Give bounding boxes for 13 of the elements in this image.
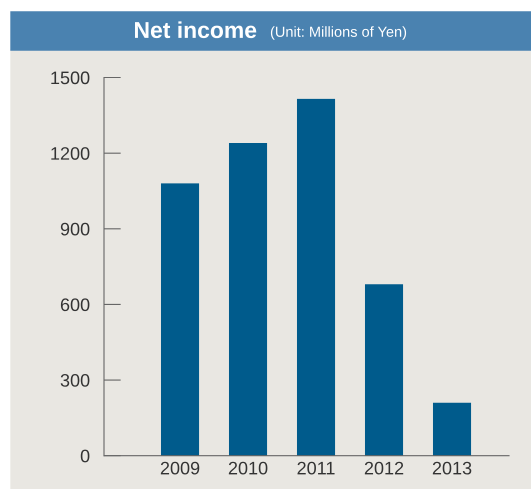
chart-title: Net income [135,21,256,38]
x-tick-label: 2009 [160,462,200,475]
y-tick-label: 300 [60,374,90,387]
y-tick-label: 600 [60,298,90,312]
y-tick-label: 900 [60,222,90,236]
y-tick-label: 0 [80,450,90,462]
chart-subtitle: (Unit: Millions of Yen) [270,26,406,40]
x-tick-label: 2012 [364,462,404,475]
y-tick-label: 1200 [51,147,90,160]
x-tick-label: 2010 [228,462,268,475]
x-tick-label: 2013 [432,462,472,475]
y-tick-label: 1500 [51,71,90,84]
x-tick-label: 2011 [298,462,335,475]
